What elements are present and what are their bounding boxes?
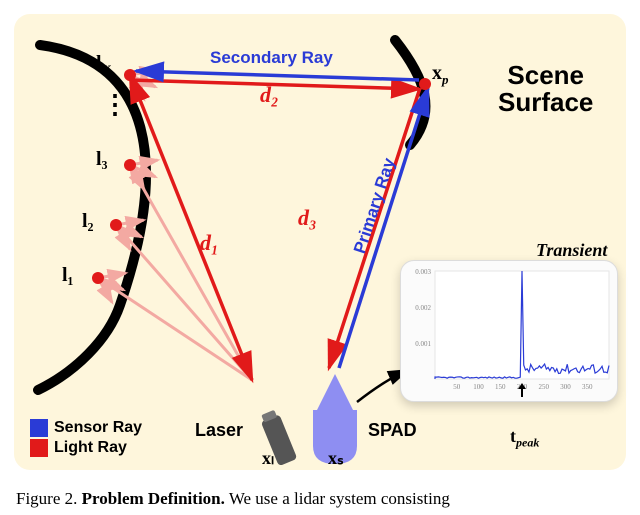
l1-label: l₁ xyxy=(62,264,74,287)
svg-text:0.001: 0.001 xyxy=(415,340,431,348)
svg-text:0.002: 0.002 xyxy=(415,304,431,312)
spad-label: SPAD xyxy=(368,420,417,441)
legend-light-swatch xyxy=(30,439,48,457)
xp-label: xp xyxy=(432,62,449,88)
legend: Sensor Ray Light Ray xyxy=(30,417,142,457)
l2-label: l₂ xyxy=(82,210,94,233)
svg-text:50: 50 xyxy=(453,383,461,391)
figure-caption: Figure 2. Problem Definition. We use a l… xyxy=(16,489,624,509)
secondary-ray-label: Secondary Ray xyxy=(210,48,333,68)
legend-sensor-swatch xyxy=(30,419,48,437)
svg-text:300: 300 xyxy=(560,383,571,391)
legend-sensor: Sensor Ray xyxy=(30,419,142,437)
scene-surface-text: SceneSurface xyxy=(498,60,593,117)
transient-chart: 0.0010.0020.00350100150200250300350 xyxy=(401,261,617,401)
xp-sub: p xyxy=(442,72,449,87)
xs-label: xₛ xyxy=(328,448,344,469)
legend-light-label: Light Ray xyxy=(54,439,127,457)
legend-light: Light Ray xyxy=(30,439,142,457)
lk-sub: K xyxy=(102,62,111,77)
legend-sensor-label: Sensor Ray xyxy=(54,419,142,437)
tpeak-label: tpeak xyxy=(510,426,539,451)
d1-label: d₁ xyxy=(200,230,219,256)
svg-text:350: 350 xyxy=(582,383,593,391)
lk-label: lK xyxy=(96,52,110,78)
svg-text:0.003: 0.003 xyxy=(415,268,431,276)
point-xp xyxy=(419,78,431,90)
svg-text:100: 100 xyxy=(473,383,484,391)
d2-label: d₂ xyxy=(260,82,279,108)
vdots-label: ⋮ xyxy=(102,90,128,120)
svg-text:250: 250 xyxy=(539,383,550,391)
laser-label: Laser xyxy=(195,420,243,441)
xp-sym: x xyxy=(432,62,442,84)
tpeak-sub: peak xyxy=(516,436,539,450)
d3-label: d₃ xyxy=(298,205,317,231)
transient-title: Transient xyxy=(536,240,607,261)
l3-label: l₃ xyxy=(96,148,108,171)
transient-card: 0.0010.0020.00350100150200250300350 xyxy=(400,260,618,402)
scene-surface-label: SceneSurface xyxy=(498,62,593,117)
svg-text:150: 150 xyxy=(495,383,506,391)
xl-label: xₗ xyxy=(262,448,274,469)
